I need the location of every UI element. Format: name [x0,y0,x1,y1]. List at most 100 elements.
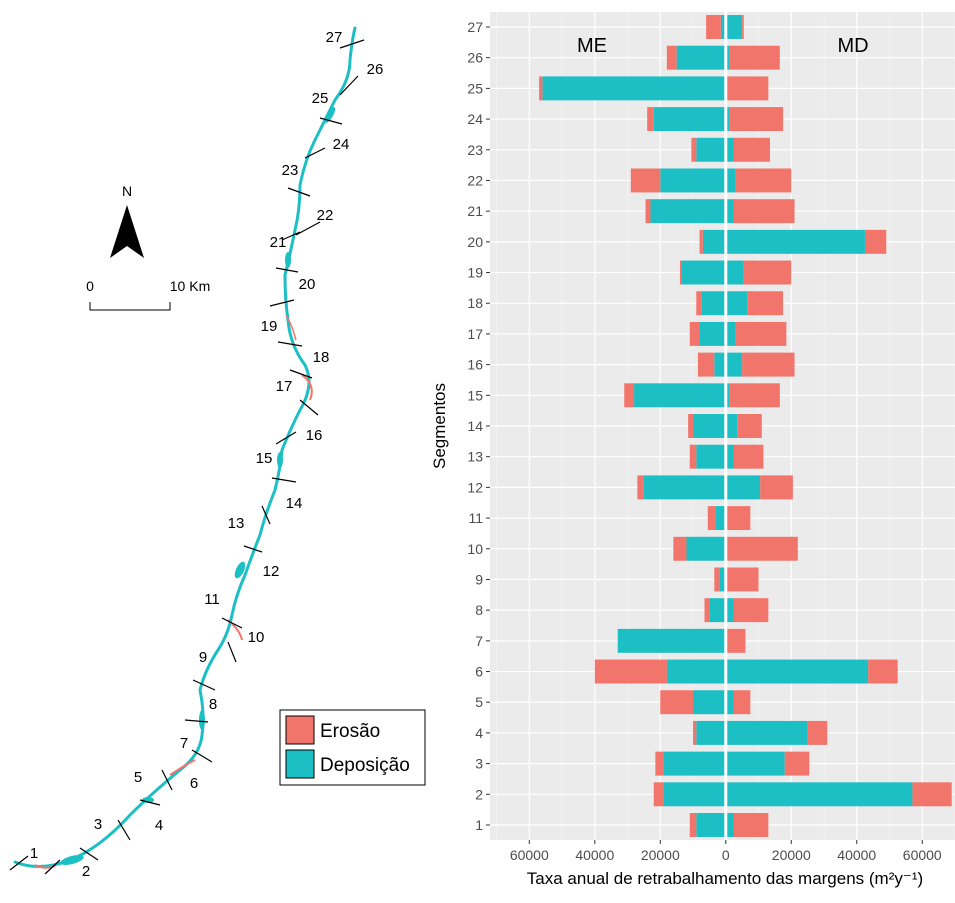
bar-left-deposition-15 [634,383,726,408]
bar-right-erosion-10 [725,536,798,561]
segment-label-19: 19 [261,318,278,335]
bar-right-erosion-19 [743,260,792,285]
scale-start-label: 0 [86,278,94,294]
y-tick-label-26: 26 [467,50,483,66]
bar-right-deposition-5 [725,690,734,715]
y-tick-label-22: 22 [467,172,483,188]
bar-right-erosion-15 [729,383,780,408]
bar-right-deposition-14 [725,414,738,438]
north-arrow: N [110,183,144,258]
bar-left-deposition-20 [702,229,726,254]
bar-left-erosion-8 [704,598,710,623]
x-tick-label-4: 20000 [772,847,811,863]
segment-label-11: 11 [204,591,220,608]
river-channel [13,26,357,868]
segment-label-20: 20 [299,276,316,293]
map-panel: 1 2 3 4 5 6 7 8 9 10 11 12 13 14 15 16 17 18 19 20 21 22 23 24 2… [0,0,440,898]
bar-right-deposition-26 [725,45,730,70]
bar-left-erosion-2 [653,782,664,807]
bar-right-deposition-18 [725,291,748,316]
x-tick-label-0: 60000 [510,847,549,863]
river-deposit-1 [60,855,84,865]
north-arrow-icon [110,205,144,258]
bar-right-erosion-16 [742,352,795,377]
bar-right-deposition-22 [725,168,736,193]
bar-left-deposition-24 [653,107,726,132]
bar-left-deposition-8 [709,598,726,623]
x-tick-label-6: 60000 [903,847,942,863]
bar-right-erosion-2 [912,782,952,807]
segment-label-22: 22 [317,207,334,224]
bar-right-erosion-8 [733,598,769,623]
bar-left-erosion-25 [539,76,543,101]
side-label-right: MD [837,35,868,57]
bar-left-deposition-12 [643,475,726,500]
bar-left-deposition-23 [696,137,726,162]
north-arrow-label: N [122,183,132,199]
bar-right-erosion-17 [735,321,787,346]
river-erosion-5 [285,314,297,341]
segment-label-13: 13 [228,515,245,532]
legend-swatch-0 [285,715,315,745]
chart-panel: 1 2 3 4 5 6 7 8 9 10 11 12 13 14 15 16 17 18 19 20 21 22 23 24 2… [420,0,955,898]
bar-left-erosion-16 [697,352,715,377]
segment-label-21: 21 [270,234,287,251]
bar-left-deposition-26 [676,45,726,70]
bar-right-deposition-19 [725,260,744,285]
bar-left-erosion-12 [637,475,644,500]
segment-label-2: 2 [82,863,90,880]
y-tick-label-19: 19 [467,265,483,281]
bar-left-deposition-6 [666,659,726,684]
segment-label-6: 6 [190,775,198,792]
y-tick-label-23: 23 [467,142,483,158]
legend: Erosão Deposição [279,709,426,786]
bar-left-erosion-20 [699,229,703,254]
bar-right-deposition-21 [725,199,734,224]
bar-left-deposition-14 [693,414,726,438]
bar-left-erosion-21 [645,199,651,224]
river-deposit-7 [324,107,336,123]
bar-right-erosion-5 [733,690,751,715]
y-tick-label-3: 3 [475,756,483,772]
bar-left-erosion-4 [693,720,697,745]
y-tick-label-5: 5 [475,694,483,710]
segment-label-25: 25 [312,90,329,107]
x-tick-label-2: 20000 [641,847,680,863]
legend-swatch-1 [285,749,315,779]
diverging-bar-chart: 1234567891011121314151617181920212223242… [430,12,955,888]
river-deposit-6 [285,252,291,268]
bar-right-deposition-23 [725,137,734,162]
segment-label-23: 23 [282,162,299,179]
segment-label-8: 8 [209,696,217,713]
bar-left-erosion-5 [660,690,694,715]
y-tick-label-25: 25 [467,80,483,96]
bar-right-erosion-23 [733,137,770,162]
segment-label-12: 12 [263,563,280,580]
scale-end-label: 10 Km [170,278,210,294]
segment-label-18: 18 [313,349,330,366]
y-tick-label-1: 1 [475,817,483,833]
bar-left-erosion-17 [689,321,700,346]
y-tick-label-9: 9 [475,571,483,587]
x-tick-label-3: 0 [722,847,730,863]
bar-right-erosion-7 [725,628,746,653]
y-tick-label-20: 20 [467,234,483,250]
y-tick-label-21: 21 [467,203,483,219]
y-tick-label-4: 4 [475,725,483,741]
segment-label-10: 10 [248,629,265,646]
bar-left-deposition-4 [696,720,726,745]
bar-left-deposition-13 [696,444,726,469]
river-deposit-5 [277,452,283,468]
bar-left-deposition-17 [699,321,726,346]
segment-label-7: 7 [180,735,188,752]
side-label-left: ME [577,35,607,57]
bar-left-deposition-27 [720,15,726,39]
bar-right-deposition-24 [725,107,730,132]
bar-left-erosion-9 [714,567,720,592]
bar-left-erosion-11 [707,506,716,531]
legend-label-1: Deposição [320,755,410,776]
bar-right-erosion-6 [868,659,898,684]
bar-left-deposition-16 [714,352,726,377]
bar-left-erosion-6 [594,659,667,684]
bar-right-erosion-25 [725,76,769,101]
